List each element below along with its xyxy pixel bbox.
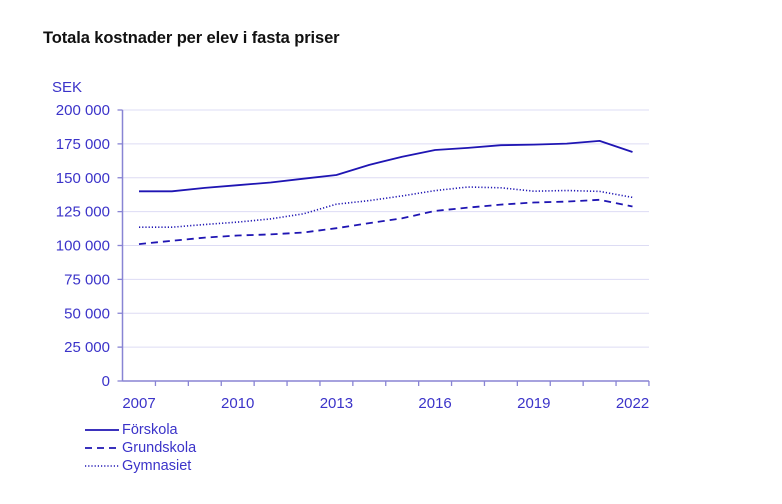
y-axis-label: SEK: [52, 79, 82, 96]
y-tick-label: 75 000: [64, 271, 110, 288]
series-line-grundskola: [138, 198, 633, 245]
series-line-gymnasiet: [139, 186, 633, 228]
chart-title: Totala kostnader per elev i fasta priser: [43, 29, 340, 47]
series-line-frskola: [139, 139, 633, 193]
legend-item: Grundskola: [84, 439, 196, 457]
x-tick-label: 2013: [320, 395, 353, 412]
y-tick-label: 175 000: [56, 136, 110, 153]
series-lines: [138, 139, 633, 245]
y-axis-ticks: 0 25 000 50 000 75 000 100 000 125 000 150 000…: [56, 102, 123, 390]
y-tick-label: 25 000: [64, 339, 110, 356]
y-tick-label: 150 000: [56, 170, 110, 187]
x-tick-label: 2010: [221, 395, 254, 412]
legend: Förskola Grundskola Gymnasiet: [84, 421, 196, 475]
legend-item: Förskola: [84, 421, 196, 439]
legend-swatch: [85, 447, 119, 449]
y-tick-label: 100 000: [56, 238, 110, 255]
y-tick-label: 125 000: [56, 204, 110, 221]
legend-swatch: [85, 465, 119, 467]
x-tick-label: 2016: [418, 395, 451, 412]
gridlines: [122, 109, 649, 348]
y-tick-label: 200 000: [56, 102, 110, 119]
x-tick-label: 2019: [517, 395, 550, 412]
x-tick-label: 2022: [616, 395, 649, 412]
x-tick-label: 2007: [122, 395, 155, 412]
legend-label: Förskola: [122, 422, 178, 438]
y-tick-label: 0: [102, 373, 110, 390]
legend-swatch: [85, 429, 119, 431]
legend-label: Grundskola: [122, 440, 197, 456]
x-axis-ticks: 2007 2010 2013 2016 2019 2022: [122, 381, 650, 412]
legend-item: Gymnasiet: [84, 457, 196, 475]
y-tick-label: 50 000: [64, 305, 110, 322]
legend-label: Gymnasiet: [122, 458, 192, 474]
